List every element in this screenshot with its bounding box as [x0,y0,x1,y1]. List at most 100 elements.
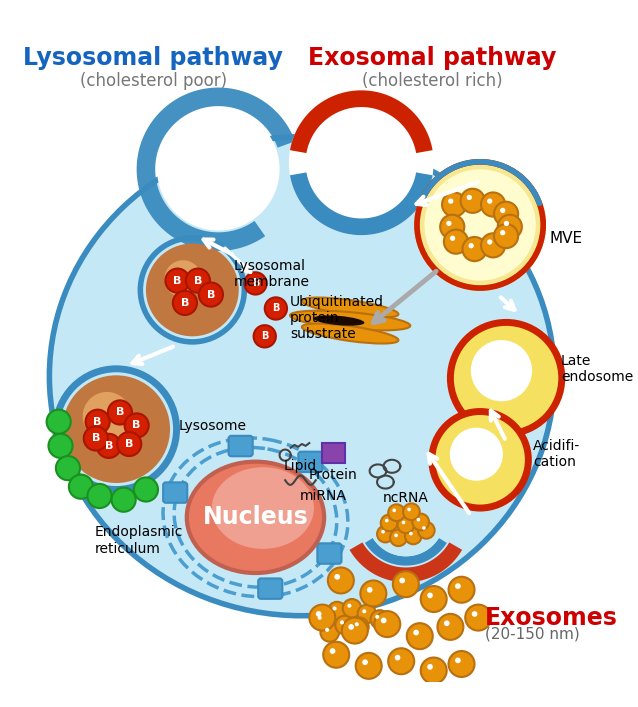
Text: B: B [261,332,269,341]
Circle shape [442,192,466,216]
Ellipse shape [49,136,554,616]
Polygon shape [290,173,433,235]
Circle shape [318,616,322,620]
Circle shape [265,298,287,320]
Circle shape [63,375,170,483]
Text: B: B [181,298,189,308]
Circle shape [377,526,394,542]
Circle shape [385,519,389,522]
Ellipse shape [187,462,324,573]
Circle shape [394,534,398,537]
Circle shape [332,607,337,611]
Circle shape [407,623,433,649]
Circle shape [367,587,373,592]
Circle shape [420,658,447,684]
Text: Late
endosome: Late endosome [561,354,633,384]
Circle shape [422,526,426,530]
Circle shape [362,609,366,613]
Circle shape [413,630,419,636]
Polygon shape [373,538,439,556]
Circle shape [388,504,405,521]
Text: Acidifi-
cation: Acidifi- cation [533,439,580,469]
Text: B: B [92,433,100,443]
Circle shape [342,618,367,643]
Text: Lysosomal pathway: Lysosomal pathway [24,46,283,70]
Ellipse shape [212,467,314,549]
Circle shape [397,516,414,533]
Circle shape [157,108,279,230]
Circle shape [455,658,461,663]
Circle shape [444,230,468,254]
Circle shape [392,508,396,512]
Circle shape [336,616,354,634]
Circle shape [289,90,434,235]
Circle shape [244,272,267,295]
Circle shape [463,237,487,261]
Circle shape [69,474,93,498]
Circle shape [446,221,452,226]
Circle shape [48,434,73,458]
Text: Exosomes: Exosomes [485,605,618,629]
Circle shape [471,611,477,617]
Circle shape [381,515,397,531]
Ellipse shape [417,162,543,288]
FancyBboxPatch shape [317,544,341,563]
Circle shape [334,574,340,580]
Circle shape [450,322,562,434]
Circle shape [347,604,352,608]
Circle shape [97,434,121,458]
Circle shape [405,527,422,544]
Circle shape [382,530,385,534]
Polygon shape [350,542,462,583]
Circle shape [316,611,322,617]
Polygon shape [137,88,295,251]
Text: ncRNA: ncRNA [383,491,429,506]
Circle shape [85,409,110,434]
Circle shape [199,283,223,307]
Circle shape [360,580,387,607]
FancyBboxPatch shape [258,578,283,599]
Circle shape [455,583,461,589]
Circle shape [343,599,361,618]
Circle shape [444,620,450,626]
Circle shape [494,201,518,226]
Circle shape [465,604,491,631]
FancyBboxPatch shape [299,452,322,472]
Circle shape [427,592,433,598]
Circle shape [325,628,329,632]
Polygon shape [365,538,447,566]
Circle shape [450,428,503,481]
Text: Lysosome: Lysosome [179,419,246,433]
Circle shape [134,477,158,501]
Circle shape [309,604,336,631]
Circle shape [402,520,405,525]
Circle shape [117,432,141,456]
Text: (cholesterol poor): (cholesterol poor) [80,72,227,90]
Circle shape [350,618,369,636]
Circle shape [328,568,354,593]
Ellipse shape [302,298,398,317]
Circle shape [84,426,108,450]
Circle shape [87,484,112,508]
Text: Exosomal pathway: Exosomal pathway [308,46,556,70]
Circle shape [448,199,454,204]
Circle shape [461,189,485,213]
Circle shape [487,240,493,245]
FancyBboxPatch shape [322,443,345,464]
Circle shape [323,642,349,667]
Circle shape [432,411,528,508]
Circle shape [409,532,413,535]
Text: B: B [272,303,279,313]
Circle shape [371,610,389,629]
Circle shape [56,456,80,480]
Text: Protein: Protein [309,468,358,482]
Circle shape [412,513,429,530]
Circle shape [449,651,475,677]
Circle shape [330,648,336,654]
Circle shape [388,648,414,674]
Circle shape [83,392,131,440]
Text: B: B [105,441,113,451]
Polygon shape [290,90,433,153]
Circle shape [468,243,474,248]
Ellipse shape [313,315,364,326]
